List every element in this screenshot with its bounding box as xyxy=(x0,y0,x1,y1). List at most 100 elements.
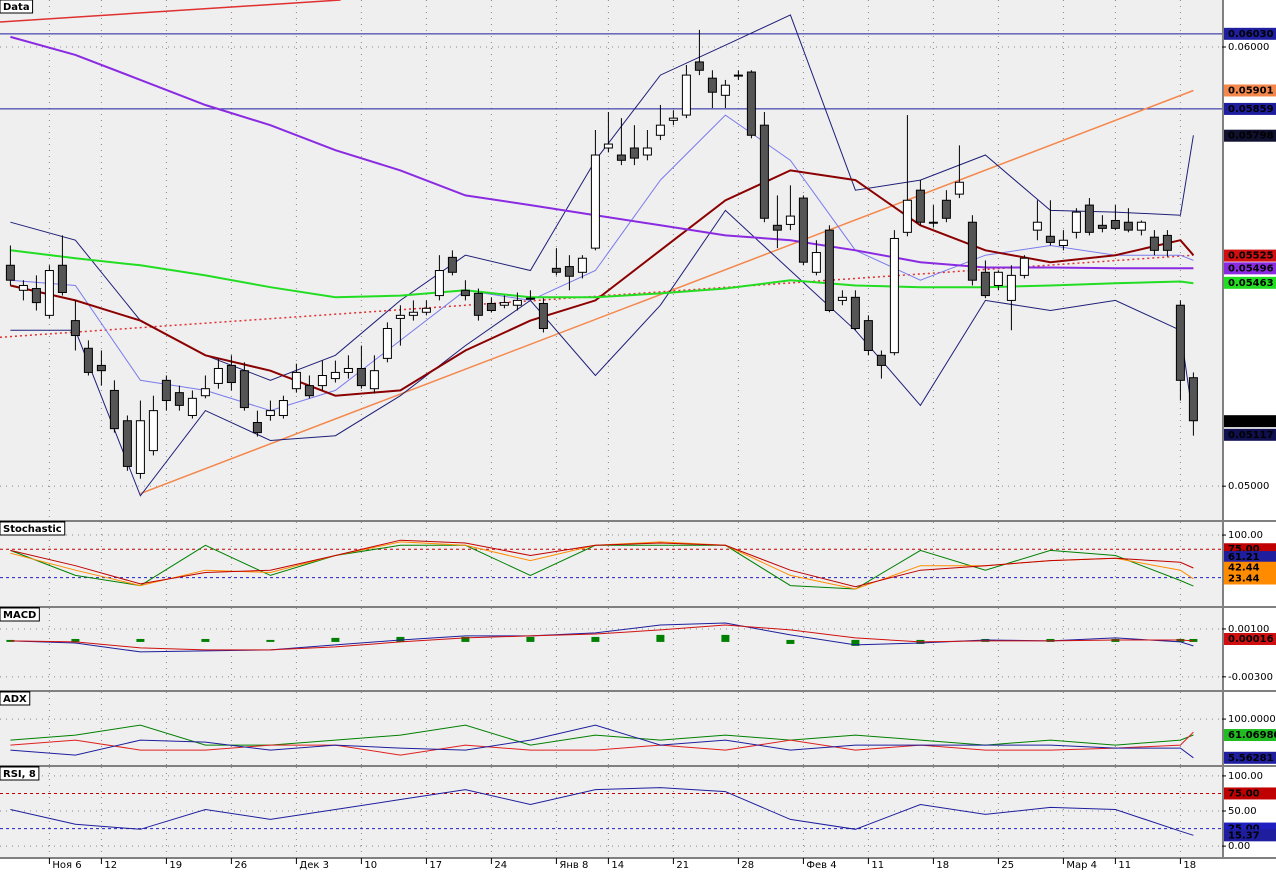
panel-title-box xyxy=(0,521,66,536)
candle-body xyxy=(616,154,626,161)
candle-body xyxy=(109,389,119,430)
candle-body xyxy=(1045,235,1055,243)
price-label-box xyxy=(1224,276,1276,289)
candle-body xyxy=(239,370,249,409)
candle-body xyxy=(798,197,808,263)
y-tick-label: 0.06000 xyxy=(1228,42,1269,53)
panel-title: RSI, 8 xyxy=(3,769,36,780)
candle-body xyxy=(57,264,67,293)
price-label: 0.05525 xyxy=(1228,251,1274,262)
indicator-line xyxy=(10,539,1194,588)
price-label-box xyxy=(1224,787,1276,800)
histogram-bar xyxy=(71,638,80,642)
x-tick-label: Дек 3 xyxy=(299,860,329,871)
panel-title-box xyxy=(0,607,40,622)
candle-body xyxy=(863,320,873,351)
panel xyxy=(0,0,1222,520)
candle-body xyxy=(291,371,301,390)
candle-body xyxy=(226,364,236,384)
panel xyxy=(0,522,1222,606)
panel xyxy=(0,608,1222,690)
indicator-line xyxy=(10,14,1194,381)
candle-body xyxy=(44,270,54,316)
histogram-bar xyxy=(201,638,210,642)
x-tick-label: 24 xyxy=(494,860,507,871)
histogram-bar xyxy=(136,638,145,642)
indicator-line xyxy=(10,787,1194,836)
candle-body xyxy=(213,367,223,384)
y-tick-label: 100.00000 xyxy=(1228,714,1276,725)
price-label: 0.05798 xyxy=(1228,131,1274,142)
candle-body xyxy=(434,270,444,297)
y-tick-label: -0.00300 xyxy=(1228,672,1273,683)
x-tick-label: Мар 4 xyxy=(1066,860,1097,871)
histogram-bar xyxy=(721,634,730,642)
candle-body xyxy=(733,74,743,77)
price-label: 0.00016 xyxy=(1228,634,1274,645)
price-label: 75.00 xyxy=(1228,544,1260,555)
candle-body xyxy=(499,302,509,306)
price-label: 61.21 xyxy=(1228,552,1260,563)
candle-body xyxy=(96,364,106,372)
candle-body xyxy=(1058,239,1068,247)
candle-body xyxy=(538,302,548,330)
y-tick-label: 100.00 xyxy=(1228,530,1263,541)
price-label-box xyxy=(1224,751,1276,764)
candle-body xyxy=(1149,236,1159,251)
candle-body xyxy=(902,199,912,233)
candle-body xyxy=(135,420,145,474)
y-tick-label: 0.00100 xyxy=(1228,624,1269,635)
x-tick-label: 11 xyxy=(1118,860,1131,871)
indicator-line xyxy=(10,731,1194,756)
price-label-box xyxy=(1224,572,1276,585)
candle-body xyxy=(941,199,951,219)
panel-title-box xyxy=(0,766,40,781)
candle-body xyxy=(486,302,496,312)
candle-body xyxy=(382,328,392,359)
x-tick-label: Ноя 6 xyxy=(52,860,81,871)
y-tick-label: 50.00 xyxy=(1228,806,1257,817)
candle-body xyxy=(317,375,327,387)
candle-body xyxy=(694,61,704,71)
panel-background xyxy=(0,608,1222,690)
price-label-box xyxy=(1224,428,1276,441)
candle-body xyxy=(564,266,574,277)
indicator-line xyxy=(10,624,1194,651)
candle-body xyxy=(746,71,756,136)
candle-body xyxy=(408,311,418,316)
panel-background xyxy=(0,692,1222,765)
price-label: 42.44 xyxy=(1228,563,1260,574)
candle-body xyxy=(356,367,366,387)
candle-body xyxy=(1110,219,1120,229)
panel-title-box xyxy=(0,691,31,706)
candle-body xyxy=(525,297,535,300)
candle-body xyxy=(395,314,405,319)
candle-body xyxy=(1084,204,1094,233)
panel-background xyxy=(0,767,1222,857)
x-tick-label: 14 xyxy=(611,860,624,871)
price-label: 75.00 xyxy=(1228,788,1260,799)
x-tick-label: Фев 4 xyxy=(806,860,836,871)
price-label: 0.06030 xyxy=(1228,29,1274,40)
indicator-line xyxy=(10,169,1195,397)
candle-body xyxy=(148,410,158,452)
candle-body xyxy=(1123,221,1133,231)
x-tick-label: 18 xyxy=(1183,860,1196,871)
candle-body xyxy=(889,237,899,354)
candle-body xyxy=(122,420,132,467)
histogram-bar xyxy=(786,639,795,644)
candle-body xyxy=(759,124,769,219)
histogram-bar xyxy=(656,634,665,642)
candle-body xyxy=(655,124,665,136)
price-label-box xyxy=(1224,27,1276,40)
candle-body xyxy=(447,256,457,273)
y-tick-label: 0.00 xyxy=(1228,841,1250,852)
price-label-box xyxy=(1224,729,1276,742)
candle-body xyxy=(421,307,431,313)
x-tick-label: 17 xyxy=(429,860,442,871)
x-tick-label: 18 xyxy=(936,860,949,871)
price-label-box xyxy=(1224,84,1276,97)
trend-line xyxy=(0,0,341,23)
indicator-line xyxy=(10,209,1194,497)
x-tick-label: 28 xyxy=(741,860,754,871)
